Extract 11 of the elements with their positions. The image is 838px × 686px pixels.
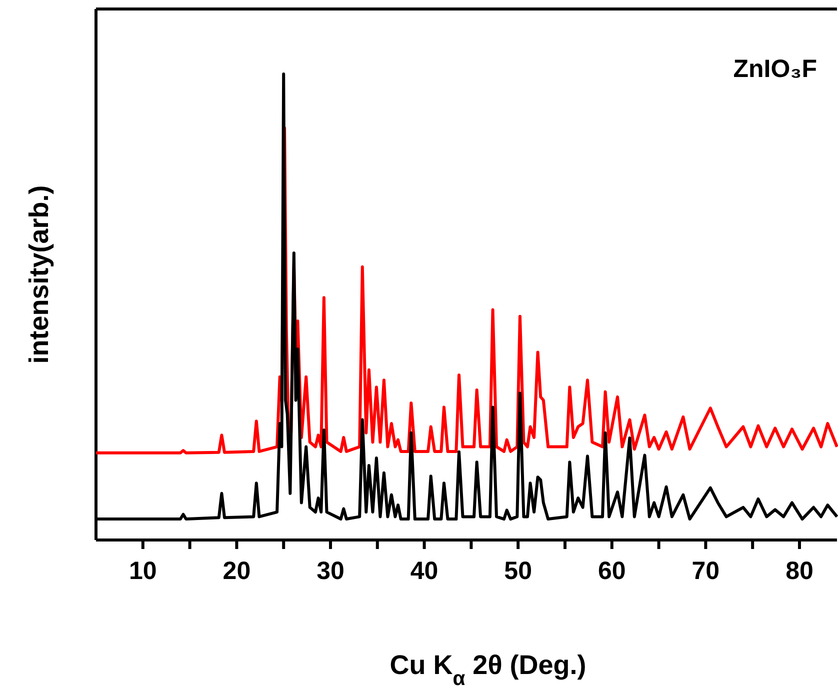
annotation: ZnIO₃F (733, 55, 817, 83)
x-tick-label: 70 (692, 556, 720, 585)
x-tick-label: 10 (128, 556, 157, 585)
x-tick-label: 30 (316, 556, 344, 585)
x-tick-label: 60 (598, 556, 626, 585)
x-axis-title: Cu K$_{α}$ 2θ (Deg.) (390, 650, 586, 686)
y-axis-title: intensity(arb.) (24, 185, 54, 364)
x-tick-label: 80 (786, 556, 814, 585)
x-tick-label: 40 (410, 556, 438, 585)
x-tick-label: 50 (504, 556, 532, 585)
x-tick-label: 20 (222, 556, 251, 585)
